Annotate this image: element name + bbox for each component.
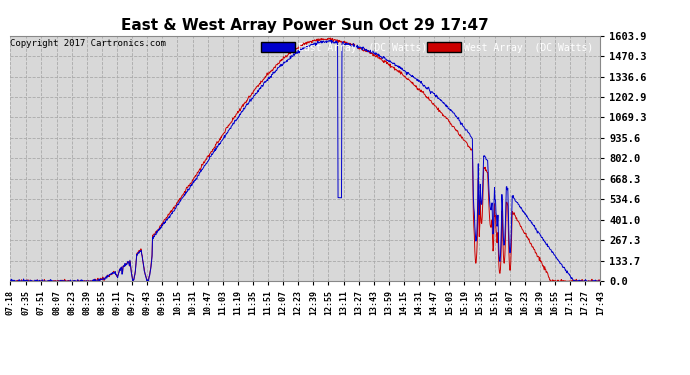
Legend: East Array  (DC Watts), West Array  (DC Watts): East Array (DC Watts), West Array (DC Wa… bbox=[259, 40, 595, 55]
Text: Copyright 2017 Cartronics.com: Copyright 2017 Cartronics.com bbox=[10, 39, 166, 48]
Title: East & West Array Power Sun Oct 29 17:47: East & West Array Power Sun Oct 29 17:47 bbox=[121, 18, 489, 33]
